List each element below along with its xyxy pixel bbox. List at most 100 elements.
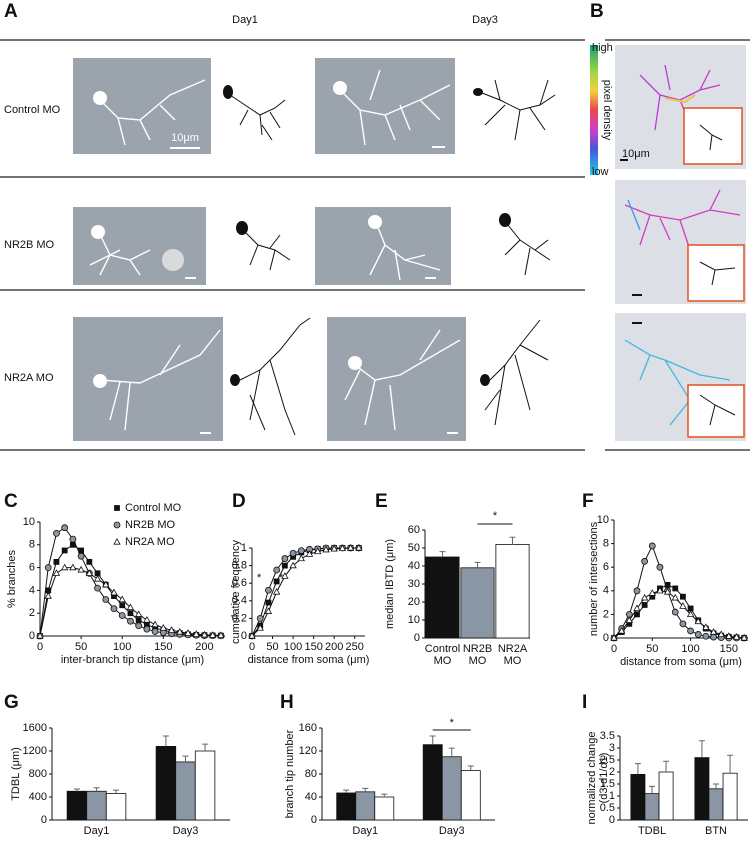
- marker: [346, 543, 355, 551]
- tracings: [223, 79, 556, 436]
- marker: [265, 599, 272, 606]
- y-tick-label: 120: [299, 745, 317, 757]
- marker: [52, 569, 61, 576]
- bar: [722, 772, 738, 821]
- marker: [69, 563, 77, 571]
- row-label: Control MO: [4, 104, 61, 116]
- marker: [273, 578, 280, 585]
- marker: [355, 543, 363, 551]
- y-tick-label: 30: [408, 578, 420, 590]
- panel-label: F: [582, 491, 594, 512]
- x-axis-label: distance from soma (μm): [620, 656, 742, 668]
- y-tick-label: 40: [305, 791, 317, 803]
- marker: [732, 633, 741, 640]
- marker: [217, 631, 225, 639]
- legend-label: NR2A MO: [125, 536, 175, 548]
- marker: [633, 604, 641, 612]
- panel-label: C: [4, 491, 18, 512]
- y-axis-label: (d3-d1/d1): [598, 753, 610, 804]
- marker: [641, 557, 649, 565]
- y-tick-label: 0: [241, 630, 247, 642]
- marker: [126, 603, 135, 611]
- y-tick-label: 8: [603, 538, 609, 550]
- marker: [119, 602, 126, 609]
- y-tick-label: 1600: [23, 722, 47, 734]
- marker: [264, 607, 273, 614]
- error-bar: [429, 735, 436, 745]
- bar: [105, 793, 127, 821]
- x-tick-label: 50: [646, 643, 658, 655]
- bar: [460, 770, 481, 821]
- bar: [336, 792, 357, 821]
- bar: [66, 790, 88, 821]
- marker: [127, 617, 134, 625]
- bar: [422, 744, 443, 821]
- y-tick-label: 0: [603, 632, 609, 644]
- x-tick-label: NR2B MO: [463, 643, 492, 667]
- x-tick-label: 200: [325, 641, 343, 653]
- bar: [425, 556, 460, 639]
- y-axis-label: normalized change: [586, 732, 598, 825]
- marker: [314, 547, 322, 555]
- marker: [184, 629, 192, 636]
- marker: [53, 559, 60, 565]
- marker: [322, 545, 330, 553]
- marker: [77, 565, 85, 573]
- column-label: Day3: [472, 14, 498, 26]
- y-tick-label: 0.8: [232, 560, 247, 572]
- marker: [640, 593, 649, 601]
- marker: [672, 585, 679, 592]
- marker: [297, 554, 305, 562]
- marker: [94, 584, 101, 592]
- y-tick-label: 3: [609, 742, 615, 754]
- marker: [634, 611, 640, 618]
- y-tick-label: 0: [414, 632, 420, 644]
- marker: [633, 587, 641, 595]
- y-tick-label: 4: [29, 584, 35, 596]
- error-bar: [448, 747, 455, 757]
- marker: [679, 620, 687, 628]
- marker: [167, 626, 176, 633]
- y-tick-label: 6: [29, 562, 35, 574]
- y-tick-label: 50: [408, 542, 420, 554]
- error-bar: [362, 787, 369, 792]
- x-tick-label: NR2A MO: [498, 643, 528, 667]
- y-axis-label: cumulative frequency: [230, 540, 242, 644]
- y-tick-label: 2: [603, 608, 609, 620]
- x-tick-label: 100: [681, 643, 699, 655]
- panel-label: E: [375, 491, 388, 512]
- density-maps: 10μm: [615, 45, 746, 441]
- y-tick-label: 10: [23, 516, 35, 528]
- x-axis-label: distance from soma (μm): [248, 654, 370, 666]
- bar: [155, 746, 177, 821]
- panel-label: I: [582, 692, 587, 713]
- x-tick-label: 100: [284, 641, 302, 653]
- y-axis-label: % branches: [6, 549, 18, 608]
- y-tick-label: 0: [609, 814, 615, 826]
- error-bar: [162, 735, 169, 747]
- dividers: [0, 39, 750, 451]
- marker: [281, 562, 288, 569]
- y-tick-label: 1: [241, 542, 247, 554]
- colorbar-label: pixel density: [601, 80, 613, 141]
- series-line: [39, 567, 221, 637]
- x-tick-label: 150: [154, 641, 172, 653]
- marker: [118, 595, 126, 603]
- marker: [709, 628, 718, 635]
- x-tick-label: Day3: [439, 825, 465, 837]
- legend-label: Control MO: [125, 502, 182, 514]
- y-tick-label: 80: [305, 768, 317, 780]
- marker: [44, 592, 52, 599]
- error-bar: [634, 763, 641, 775]
- error-bar: [73, 788, 80, 792]
- marker: [60, 563, 69, 571]
- marker: [134, 610, 143, 617]
- y-tick-label: 2: [29, 607, 35, 619]
- y-tick-label: 20: [408, 596, 420, 608]
- x-tick-label: Day1: [84, 825, 110, 837]
- marker: [127, 610, 134, 617]
- x-tick-label: Day1: [352, 825, 378, 837]
- marker: [208, 631, 217, 638]
- y-tick-label: 0: [29, 630, 35, 642]
